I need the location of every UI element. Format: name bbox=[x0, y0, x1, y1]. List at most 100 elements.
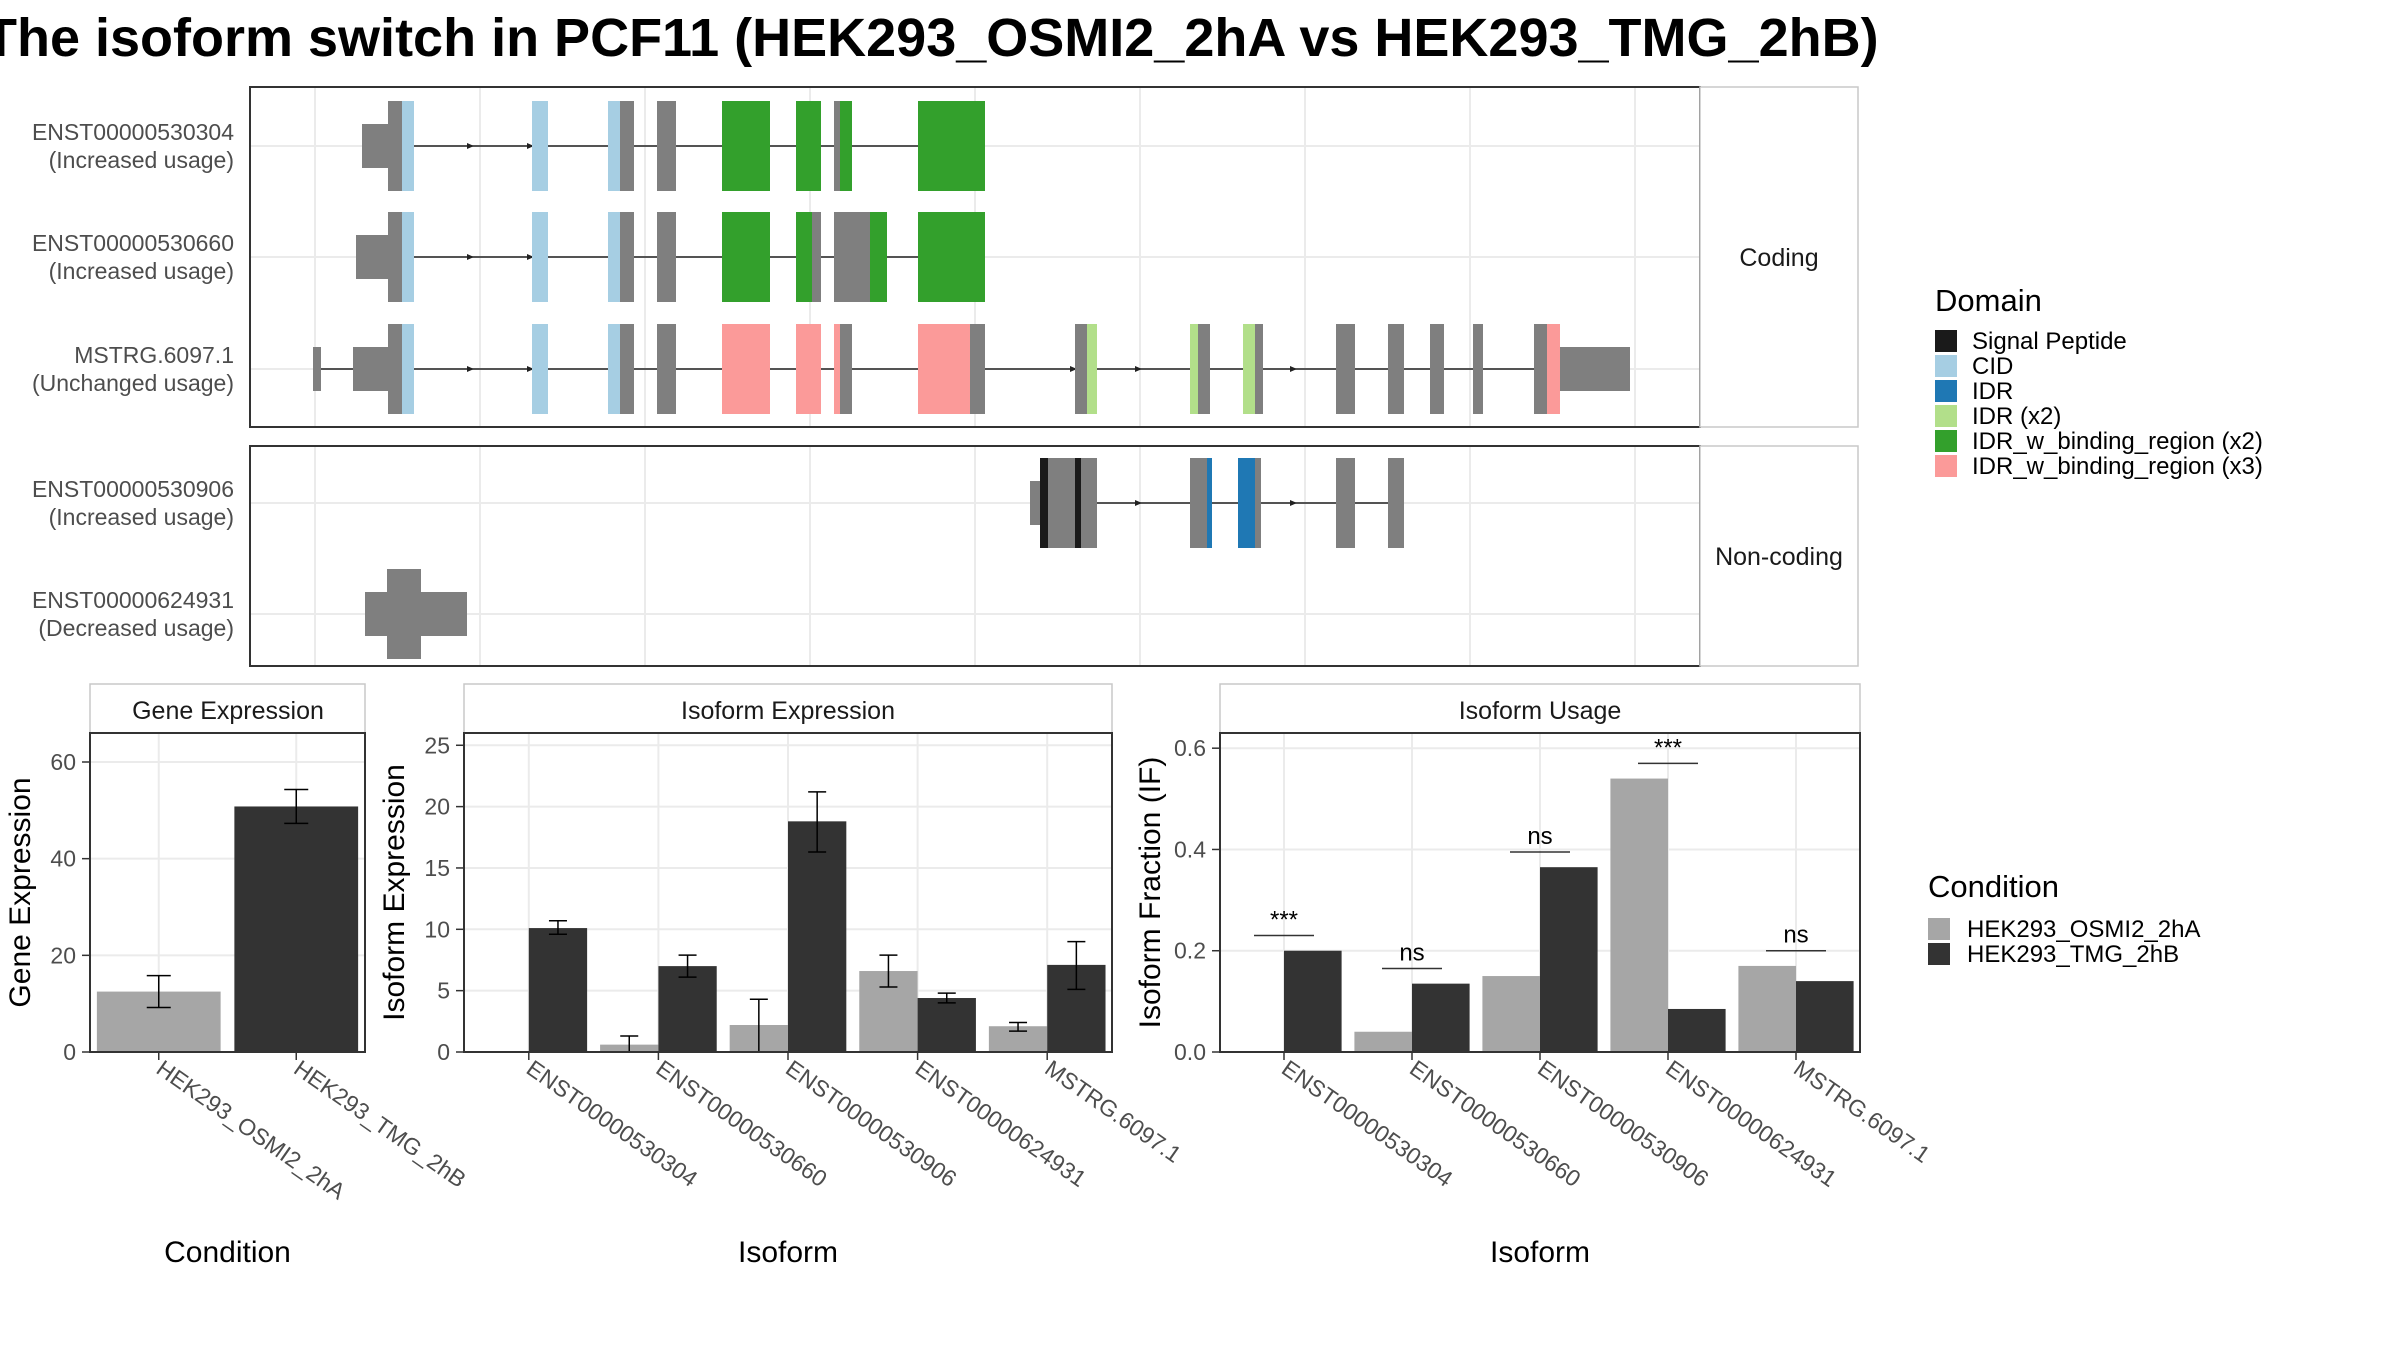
chart-strip bbox=[89, 683, 366, 734]
domain-legend-label: IDR_w_binding_region (x2) bbox=[1972, 428, 2263, 455]
exon-block bbox=[970, 324, 985, 414]
chart-strip bbox=[1219, 683, 1861, 734]
domain-legend-key bbox=[1935, 380, 1957, 402]
bar bbox=[1354, 1031, 1412, 1052]
bar bbox=[1482, 976, 1540, 1052]
significance-label: ns bbox=[1527, 823, 1552, 850]
chart-title: Isoform Expression bbox=[681, 697, 895, 725]
significance-label: *** bbox=[1654, 734, 1682, 761]
transcript-id-label: MSTRG.6097.1 bbox=[74, 342, 234, 368]
exon-block bbox=[1087, 324, 1097, 414]
domain-legend-title: Domain bbox=[1935, 283, 2042, 318]
y-tick-label: 10 bbox=[424, 916, 450, 942]
exon-block bbox=[1430, 324, 1444, 414]
significance-label: ns bbox=[1783, 922, 1808, 949]
domain-legend-key bbox=[1935, 455, 1957, 477]
exon-block bbox=[387, 569, 421, 659]
bar bbox=[1284, 950, 1342, 1052]
domain-legend-label: IDR_w_binding_region (x3) bbox=[1972, 453, 2263, 480]
exon-block bbox=[1388, 324, 1404, 414]
exon-block bbox=[840, 324, 852, 414]
exon-block bbox=[1243, 324, 1255, 414]
condition-legend-key bbox=[1928, 918, 1950, 940]
utr-block bbox=[353, 347, 392, 391]
bar bbox=[917, 998, 976, 1052]
bar bbox=[528, 928, 588, 1052]
noncoding-strip-label: Non-coding bbox=[1715, 543, 1843, 571]
chart-2: Isoform Expression0510152025ENST00000530… bbox=[378, 683, 1186, 1269]
y-tick-label: 20 bbox=[50, 942, 76, 968]
y-tick-label: 0.0 bbox=[1174, 1039, 1206, 1065]
exon-block bbox=[1547, 324, 1560, 414]
y-tick-label: 20 bbox=[424, 794, 450, 820]
exon-block bbox=[388, 324, 402, 414]
exon-block bbox=[1075, 458, 1081, 548]
utr-block bbox=[313, 347, 321, 391]
transcript-structure-plot: Coding Non-coding ENST00000530304(Increa… bbox=[32, 86, 1859, 667]
strand-arrow bbox=[1290, 500, 1297, 506]
significance-label: *** bbox=[1270, 907, 1298, 934]
bar bbox=[1540, 867, 1598, 1052]
transcript-usage-label: (Unchanged usage) bbox=[32, 370, 234, 396]
y-axis-title: Gene Expression bbox=[4, 777, 37, 1007]
domain-legend-key bbox=[1935, 430, 1957, 452]
y-tick-label: 0.2 bbox=[1174, 938, 1206, 964]
y-tick-label: 0 bbox=[63, 1039, 76, 1065]
y-tick-label: 0.4 bbox=[1174, 836, 1206, 862]
bar bbox=[1738, 965, 1796, 1052]
strand-arrow bbox=[527, 366, 534, 372]
exon-block bbox=[620, 212, 634, 302]
exon-block bbox=[1238, 458, 1255, 548]
exon-block bbox=[657, 212, 676, 302]
utr-block bbox=[356, 235, 392, 279]
bar bbox=[788, 821, 847, 1052]
exon-block bbox=[834, 212, 870, 302]
transcript-usage-label: (Increased usage) bbox=[49, 258, 234, 284]
bar bbox=[658, 966, 717, 1052]
exon-block bbox=[608, 101, 620, 191]
y-tick-label: 0 bbox=[437, 1039, 450, 1065]
exon-block bbox=[722, 212, 770, 302]
x-axis-title: Isoform bbox=[1490, 1236, 1590, 1269]
chart-strip bbox=[463, 683, 1113, 734]
utr-block bbox=[1030, 481, 1040, 525]
exon-block bbox=[620, 101, 634, 191]
domain-legend-label: Signal Peptide bbox=[1972, 328, 2127, 355]
exon-block bbox=[796, 101, 821, 191]
bar bbox=[1668, 1008, 1726, 1052]
bar bbox=[234, 806, 359, 1052]
domain-legend-label: IDR (x2) bbox=[1972, 403, 2061, 430]
coding-strip bbox=[1699, 86, 1859, 428]
exon-block bbox=[532, 101, 548, 191]
exon-block bbox=[918, 101, 985, 191]
exon-block bbox=[620, 324, 634, 414]
exon-block bbox=[1190, 324, 1198, 414]
exon-block bbox=[834, 101, 840, 191]
noncoding-strip bbox=[1699, 445, 1859, 667]
exon-block bbox=[1336, 324, 1355, 414]
exon-block bbox=[1255, 324, 1263, 414]
exon-block bbox=[657, 324, 676, 414]
exon-block bbox=[1081, 458, 1097, 548]
exon-block bbox=[657, 101, 676, 191]
chart-title: Isoform Usage bbox=[1459, 697, 1622, 725]
y-axis-title: Isoform Fraction (IF) bbox=[1134, 757, 1167, 1029]
exon-block bbox=[918, 212, 985, 302]
exon-block bbox=[870, 212, 887, 302]
strand-arrow bbox=[1135, 500, 1142, 506]
transcript-usage-label: (Decreased usage) bbox=[38, 615, 234, 641]
strand-arrow bbox=[467, 254, 474, 260]
exon-block bbox=[1255, 458, 1261, 548]
chart-3: Isoform Usage0.00.20.40.6***nsns***nsENS… bbox=[1134, 683, 1935, 1269]
exon-block bbox=[840, 101, 852, 191]
exon-block bbox=[1388, 458, 1404, 548]
transcript-usage-label: (Increased usage) bbox=[49, 504, 234, 530]
bar bbox=[1412, 983, 1470, 1052]
exon-block bbox=[722, 324, 770, 414]
x-axis-title: Condition bbox=[164, 1236, 291, 1269]
exon-block bbox=[1075, 324, 1087, 414]
exon-block bbox=[608, 212, 620, 302]
bar-charts: Gene Expression0204060HEK293_OSMI2_2hAHE… bbox=[4, 683, 1935, 1269]
